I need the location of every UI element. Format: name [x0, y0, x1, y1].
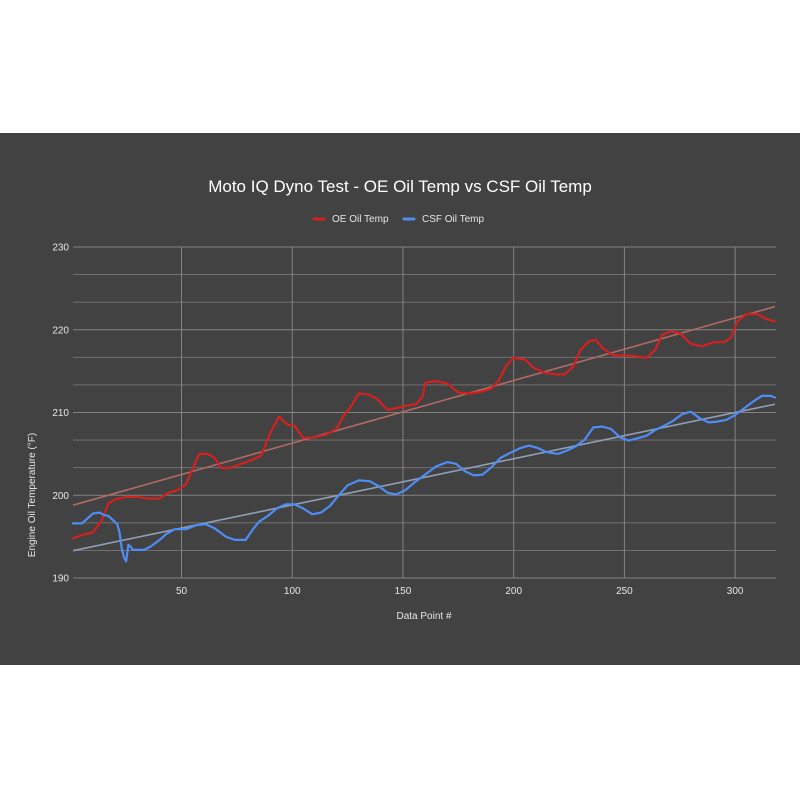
- y-tick-label: 220: [52, 325, 69, 336]
- series-line-csf-oil-temp: [71, 394, 777, 563]
- legend-item-csf[interactable]: CSF Oil Temp: [402, 214, 484, 225]
- oe-trendline: [72, 305, 776, 506]
- y-tick-label: 200: [52, 491, 69, 502]
- x-tick-label: 100: [284, 586, 301, 597]
- chart-title: Moto IQ Dyno Test - OE Oil Temp vs CSF O…: [208, 177, 592, 196]
- trendlines: [72, 305, 776, 552]
- x-tick-label: 150: [395, 586, 412, 597]
- x-axis-label: Data Point #: [396, 611, 451, 622]
- series-line-oe-oil-temp: [71, 312, 777, 540]
- y-tick-label: 190: [52, 574, 69, 585]
- y-axis-label: Engine Oil Temperature (°F): [27, 433, 38, 557]
- x-tick-label: 50: [176, 586, 188, 597]
- series-lines: [71, 312, 777, 563]
- y-tick-label: 210: [52, 408, 69, 419]
- x-tick-label: 300: [727, 586, 744, 597]
- legend-item-oe[interactable]: OE Oil Temp: [312, 214, 389, 225]
- legend: OE Oil Temp CSF Oil Temp: [312, 214, 484, 225]
- chart-panel: Moto IQ Dyno Test - OE Oil Temp vs CSF O…: [0, 133, 800, 665]
- x-tick-label: 250: [616, 586, 633, 597]
- x-tick-label: 200: [505, 586, 522, 597]
- legend-label-oe: OE Oil Temp: [332, 214, 389, 225]
- y-tick-label: 230: [52, 243, 69, 254]
- axis-ticks: 190 200 210 220 230 50 100 150 200 250 300: [52, 243, 744, 598]
- legend-label-csf: CSF Oil Temp: [422, 214, 484, 225]
- line-chart: Moto IQ Dyno Test - OE Oil Temp vs CSF O…: [27, 177, 777, 622]
